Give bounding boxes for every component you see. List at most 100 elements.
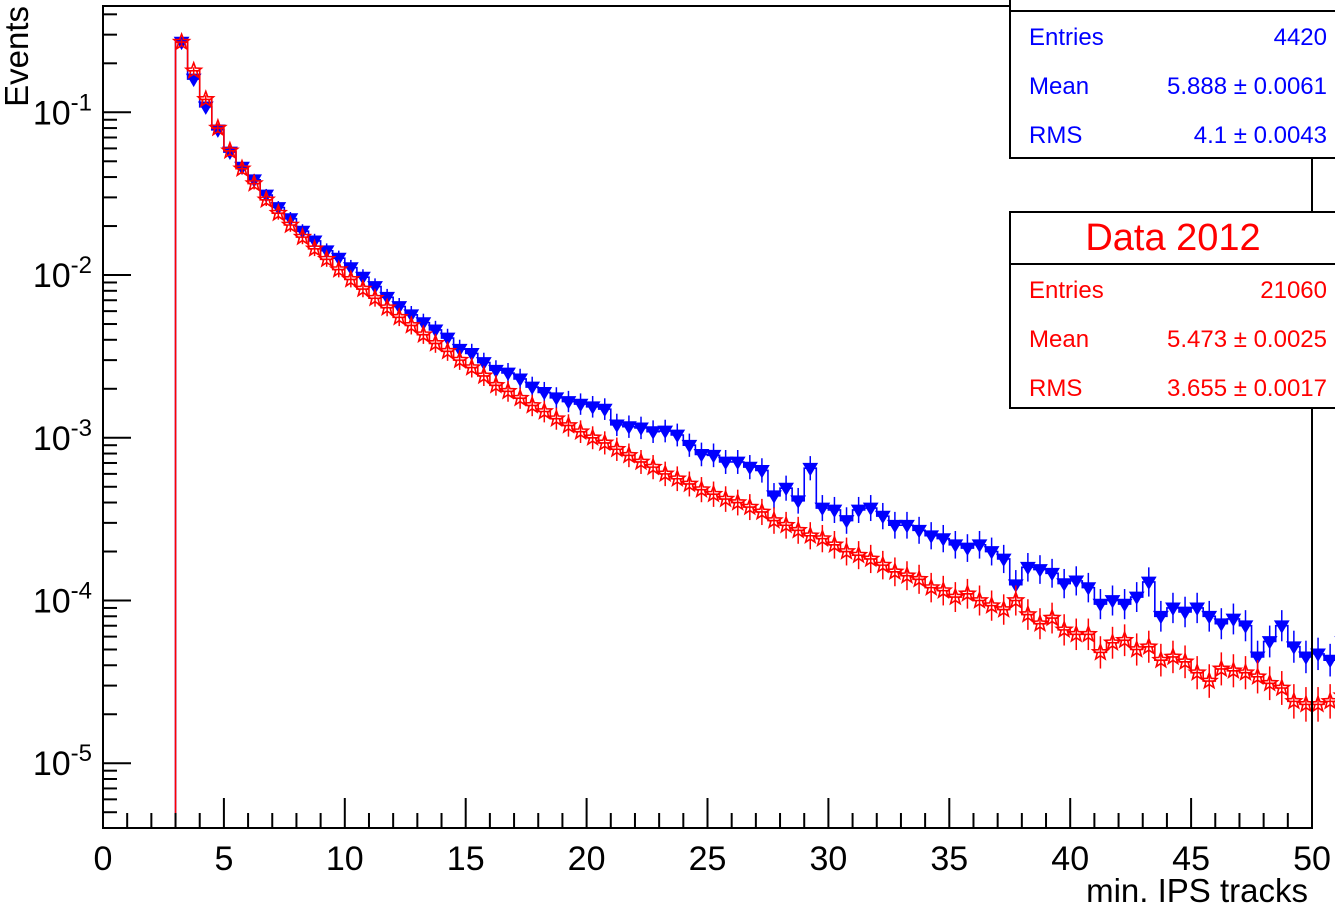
series-layer bbox=[103, 31, 1335, 829]
data-point-marker bbox=[1284, 691, 1304, 710]
data-point-marker bbox=[582, 427, 603, 447]
data-point-marker bbox=[800, 525, 821, 545]
data-point-marker bbox=[594, 432, 615, 452]
data-point-marker bbox=[1042, 607, 1062, 627]
x-tick-label: 25 bbox=[689, 840, 727, 878]
data-point-marker bbox=[1139, 636, 1159, 656]
stats-value: 21060 bbox=[1260, 277, 1327, 304]
data-point-marker bbox=[740, 496, 760, 516]
stats-box-blue: Entries 4420 Mean 5.888 ± 0.0061 RMS 4.1… bbox=[1009, 0, 1335, 159]
y-tick-exponent: -2 bbox=[71, 252, 92, 279]
data-point-marker bbox=[1247, 666, 1268, 686]
data-point-marker bbox=[621, 421, 637, 435]
data-point-marker bbox=[1006, 590, 1026, 609]
data-point-marker bbox=[389, 307, 409, 326]
histogram-step-line bbox=[103, 41, 1335, 829]
data-point-marker bbox=[548, 392, 565, 406]
data-point-marker bbox=[1199, 670, 1219, 690]
stats-value: 3.655 ± 0.0017 bbox=[1167, 375, 1327, 402]
data-point-marker bbox=[536, 387, 553, 401]
x-tick-label: 0 bbox=[94, 840, 113, 878]
data-point-marker bbox=[778, 482, 794, 497]
data-point-marker bbox=[607, 439, 627, 458]
data-point-marker bbox=[488, 364, 504, 379]
data-point-marker bbox=[764, 510, 784, 529]
data-point-marker bbox=[367, 281, 383, 295]
data-point-marker bbox=[1030, 613, 1050, 633]
data-point-marker bbox=[1259, 673, 1280, 692]
data-point-marker bbox=[413, 324, 434, 344]
data-point-marker bbox=[717, 456, 734, 470]
data-point-marker bbox=[1080, 582, 1097, 596]
stats-row-mean: Mean 5.473 ± 0.0025 bbox=[1011, 314, 1335, 363]
data-point-marker bbox=[1140, 576, 1157, 590]
stats-row-mean: Mean 5.888 ± 0.0061 bbox=[1011, 61, 1335, 110]
data-point-marker bbox=[196, 89, 216, 108]
data-point-marker bbox=[766, 490, 782, 504]
data-point-marker bbox=[1223, 660, 1244, 680]
data-point-marker bbox=[355, 271, 371, 286]
data-point-marker bbox=[353, 278, 373, 298]
data-point-marker bbox=[292, 226, 313, 246]
data-point-marker bbox=[995, 553, 1012, 567]
stats-key: Mean bbox=[1029, 326, 1090, 353]
data-point-marker bbox=[873, 554, 893, 574]
data-point-marker bbox=[1054, 619, 1074, 639]
x-tick-label: 50 bbox=[1293, 840, 1331, 878]
data-point-marker bbox=[874, 510, 891, 525]
data-point-marker bbox=[1078, 623, 1099, 643]
data-point-marker bbox=[1261, 636, 1278, 650]
data-point-marker bbox=[814, 502, 831, 517]
data-point-marker bbox=[885, 561, 905, 581]
data-point-marker bbox=[415, 317, 432, 331]
data-point-marker bbox=[1163, 646, 1183, 666]
data-point-marker bbox=[365, 288, 385, 307]
data-point-marker bbox=[788, 519, 808, 539]
stats-row-entries: Entries 4420 bbox=[1011, 12, 1335, 61]
data-point-marker bbox=[256, 189, 276, 209]
data-point-marker bbox=[752, 501, 772, 521]
data-point-marker bbox=[1322, 654, 1335, 669]
data-point-marker bbox=[848, 544, 869, 564]
data-point-marker bbox=[933, 580, 954, 599]
data-point-marker bbox=[1165, 602, 1181, 616]
data-point-marker bbox=[207, 117, 228, 137]
data-point-marker bbox=[570, 421, 591, 441]
data-point-marker bbox=[1104, 595, 1121, 609]
y-tick-label: 10-4 bbox=[33, 578, 92, 621]
data-point-marker bbox=[1090, 642, 1111, 661]
y-tick-label: 10-5 bbox=[33, 740, 92, 783]
x-tick-label: 10 bbox=[326, 840, 364, 878]
data-point-marker bbox=[498, 381, 518, 400]
data-point-marker bbox=[1092, 598, 1109, 613]
data-point-marker bbox=[703, 483, 724, 503]
data-point-marker bbox=[171, 31, 192, 51]
data-point-marker bbox=[425, 333, 446, 352]
data-point-marker bbox=[1237, 620, 1254, 634]
data-point-marker bbox=[971, 539, 988, 553]
data-point-marker bbox=[1211, 658, 1232, 678]
data-point-marker bbox=[981, 595, 1002, 614]
data-point-marker bbox=[836, 541, 857, 560]
data-point-marker bbox=[183, 60, 204, 80]
data-point-marker bbox=[1225, 613, 1242, 627]
data-point-marker bbox=[1187, 662, 1208, 682]
data-point-marker bbox=[512, 373, 528, 387]
data-point-marker bbox=[741, 461, 758, 476]
y-tick-label: 10-1 bbox=[33, 89, 92, 132]
data-point-marker bbox=[546, 408, 567, 428]
data-point-marker bbox=[328, 259, 349, 278]
data-point-marker bbox=[1128, 591, 1145, 606]
data-point-marker bbox=[558, 415, 579, 434]
x-tick-label: 35 bbox=[930, 840, 968, 878]
data-point-marker bbox=[1298, 651, 1314, 665]
data-point-marker bbox=[657, 425, 674, 440]
series-blue bbox=[103, 36, 1335, 829]
data-point-marker bbox=[342, 262, 359, 276]
stats-value: 4.1 ± 0.0043 bbox=[1193, 122, 1327, 149]
data-point-marker bbox=[969, 590, 990, 609]
data-point-marker bbox=[1114, 629, 1135, 649]
x-tick-label: 40 bbox=[1051, 840, 1089, 878]
stats-row-rms: RMS 4.1 ± 0.0043 bbox=[1011, 110, 1335, 159]
